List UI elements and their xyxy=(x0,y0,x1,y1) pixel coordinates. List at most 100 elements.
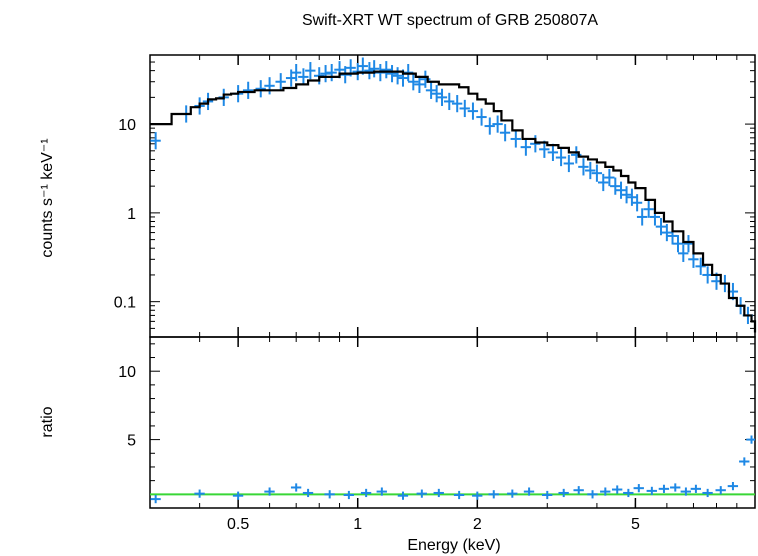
data-point xyxy=(661,223,672,242)
data-point xyxy=(555,148,567,167)
data-point xyxy=(433,488,444,498)
y-tick-label: 1 xyxy=(127,206,136,223)
data-point xyxy=(275,73,286,91)
data-point xyxy=(459,99,470,118)
data-point xyxy=(376,487,387,496)
data-point xyxy=(476,108,487,126)
data-point xyxy=(655,218,667,236)
data-point xyxy=(302,488,314,498)
data-point xyxy=(414,75,425,93)
data-point xyxy=(702,488,713,498)
data-point xyxy=(150,495,161,504)
data-point xyxy=(611,485,623,494)
data-point xyxy=(453,490,465,500)
data-point xyxy=(598,173,609,192)
data-point xyxy=(678,244,689,262)
x-tick-label: 5 xyxy=(631,516,640,533)
data-point xyxy=(416,489,427,498)
data-point xyxy=(492,115,503,133)
data-point xyxy=(636,208,648,226)
data-point xyxy=(255,80,266,98)
y-tick-label: 10 xyxy=(118,117,136,134)
data-point xyxy=(436,88,448,106)
data-point xyxy=(313,67,325,85)
data-point xyxy=(530,135,541,153)
data-point xyxy=(425,81,437,99)
model-step-curve xyxy=(150,70,757,333)
data-point xyxy=(563,154,574,173)
data-point xyxy=(499,124,511,142)
data-point xyxy=(305,62,316,80)
data-point xyxy=(727,482,739,491)
data-point xyxy=(615,181,627,199)
data-point xyxy=(451,95,463,113)
data-point xyxy=(232,491,244,500)
data-point xyxy=(472,491,483,500)
data-point xyxy=(695,257,706,275)
data-point xyxy=(571,146,582,164)
data-point xyxy=(621,186,632,204)
ratio-panel: 0.5 1 2 5 5 10 xyxy=(118,336,756,533)
data-point xyxy=(397,491,409,500)
data-point xyxy=(444,92,455,111)
data-point xyxy=(715,486,726,495)
data-point xyxy=(600,487,611,496)
data-point xyxy=(364,62,375,80)
data-point xyxy=(431,85,442,103)
data-point xyxy=(343,490,354,500)
data-point xyxy=(520,138,531,156)
data-point xyxy=(386,65,398,83)
data-point xyxy=(392,67,403,85)
data-point xyxy=(264,487,275,496)
chart-title: Swift-XRT WT spectrum of GRB 250807A xyxy=(302,12,598,29)
data-point xyxy=(150,132,161,150)
data-point xyxy=(690,484,702,493)
data-point xyxy=(658,484,670,493)
data-point xyxy=(683,235,694,253)
data-point xyxy=(547,143,559,161)
data-point xyxy=(381,61,392,79)
data-point xyxy=(542,490,553,500)
data-point xyxy=(484,117,495,135)
data-point xyxy=(488,490,499,499)
data-point xyxy=(264,77,275,95)
spectrum-y-axis-label: counts s⁻¹ keV⁻¹ xyxy=(39,138,56,257)
data-point xyxy=(194,489,205,498)
data-point xyxy=(242,81,254,99)
data-point xyxy=(646,486,657,496)
data-point xyxy=(702,266,713,284)
data-point xyxy=(578,158,589,176)
data-point xyxy=(739,457,750,466)
spectrum-panel: 0.1 1 10 xyxy=(114,54,757,338)
data-point xyxy=(643,200,654,218)
data-point xyxy=(320,65,331,83)
data-point xyxy=(507,489,518,498)
x-tick-label: 0.5 xyxy=(227,516,249,533)
data-point xyxy=(604,168,615,187)
ratio-y-axis-label: ratio xyxy=(39,406,56,437)
x-tick-label: 1 xyxy=(353,516,362,533)
y-tick-label: 5 xyxy=(127,433,136,450)
data-point xyxy=(290,483,302,492)
panel-frame xyxy=(149,54,756,338)
data-point xyxy=(467,102,479,120)
data-point xyxy=(326,64,337,82)
data-point xyxy=(298,68,309,86)
y-tick-label: 0.1 xyxy=(114,295,136,312)
data-point xyxy=(680,487,692,496)
data-point xyxy=(510,130,521,148)
data-point xyxy=(672,235,684,253)
data-point xyxy=(558,488,569,498)
x-axis-label: Energy (keV) xyxy=(407,537,500,554)
data-point xyxy=(623,488,634,498)
data-point xyxy=(408,73,419,91)
data-point xyxy=(368,60,380,78)
data-point xyxy=(360,488,372,498)
panel-frame xyxy=(149,336,756,509)
data-point xyxy=(324,490,335,499)
data-point xyxy=(631,194,643,212)
x-tick-label: 2 xyxy=(473,516,482,533)
data-point xyxy=(573,486,584,495)
y-tick-label: 10 xyxy=(118,364,136,381)
